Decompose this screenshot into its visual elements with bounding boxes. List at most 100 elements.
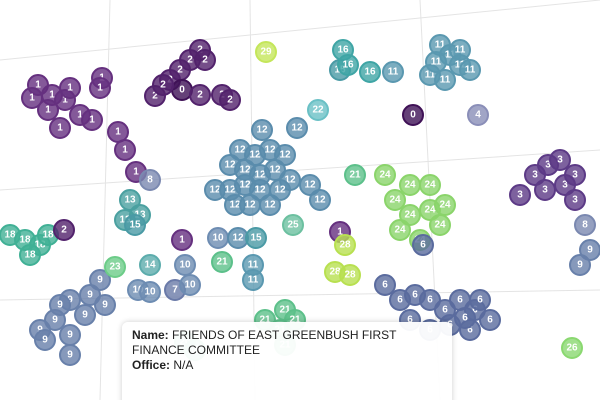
tooltip-office-label: Office: <box>132 358 171 372</box>
node-label: 24 <box>424 180 436 191</box>
node <box>282 214 304 236</box>
node-label: 12 <box>232 233 244 244</box>
node-label: 15 <box>250 233 262 244</box>
nodes: 1111111111111812222220222229161516161111… <box>0 34 600 366</box>
node <box>382 61 404 83</box>
node-label: 11 <box>431 57 442 68</box>
node-label: 9 <box>82 310 88 321</box>
node <box>286 117 308 139</box>
node-label: 3 <box>532 170 538 181</box>
node-label: 1 <box>45 105 51 116</box>
node-label: 4 <box>475 110 481 121</box>
node-label: 6 <box>407 315 413 326</box>
node <box>384 189 406 211</box>
node-label: 21 <box>216 257 228 268</box>
node-label: 6 <box>412 290 418 301</box>
node <box>307 99 329 121</box>
node-label: 12 <box>274 185 286 196</box>
node-label: 11 <box>435 40 446 51</box>
node-label: 24 <box>404 180 416 191</box>
node-label: 11 <box>248 275 259 286</box>
node-label: 6 <box>457 295 463 306</box>
node <box>467 104 489 126</box>
node <box>564 164 586 186</box>
node-label: 12 <box>314 195 326 206</box>
node-label: 2 <box>61 225 67 236</box>
node-label: 2 <box>202 55 208 66</box>
node <box>479 309 501 331</box>
node-label: 12 <box>284 175 296 186</box>
node <box>334 234 356 256</box>
node-label: 1 <box>57 123 63 134</box>
node <box>49 294 71 316</box>
node-label: 12 <box>224 185 236 196</box>
node-label: 11 <box>455 45 466 56</box>
node-label: 10 <box>179 260 191 271</box>
node-label: 0 <box>179 85 185 96</box>
node-label: 13 <box>134 210 146 221</box>
node <box>174 254 196 276</box>
node-label: 8 <box>147 175 153 186</box>
node <box>139 281 161 303</box>
node <box>53 219 75 241</box>
node <box>171 229 193 251</box>
node <box>219 89 241 111</box>
node <box>425 51 447 73</box>
node-label: 28 <box>339 240 351 251</box>
node-label: 21 <box>289 315 301 326</box>
node-label: 2 <box>197 45 203 56</box>
node-label: 9 <box>67 295 73 306</box>
node-label: 2 <box>227 95 233 106</box>
node-label: 29 <box>260 47 272 58</box>
node <box>34 329 56 351</box>
node <box>274 144 296 166</box>
node-label: 12 <box>269 165 281 176</box>
node-label: 1 <box>133 167 139 178</box>
node <box>419 174 441 196</box>
node-label: 6 <box>397 295 403 306</box>
node-label: 16 <box>337 45 349 56</box>
node-label: 9 <box>97 275 103 286</box>
node <box>509 184 531 206</box>
node-label: 12 <box>256 125 268 136</box>
node-label: 1 <box>67 83 73 94</box>
node-label: 24 <box>424 205 436 216</box>
node-label: 9 <box>42 335 48 346</box>
node-label: 9 <box>587 245 593 256</box>
node-label: 1 <box>49 90 55 101</box>
node-label: 9 <box>577 260 583 271</box>
node <box>402 104 424 126</box>
node-label: 7 <box>172 285 178 296</box>
node-label: 2 <box>187 55 193 66</box>
node <box>337 54 359 76</box>
node-label: 12 <box>264 145 276 156</box>
node-label: 9 <box>57 300 63 311</box>
node <box>19 244 41 266</box>
node-label: 12 <box>229 200 241 211</box>
node-label: 16 <box>342 60 354 71</box>
node-label: 3 <box>517 190 523 201</box>
node-label: 1 <box>115 127 121 138</box>
node <box>574 214 596 236</box>
tooltip: Name: FRIENDS OF EAST GREENBUSH FIRST FI… <box>122 322 452 400</box>
node-label: 21 <box>349 170 361 181</box>
node-label: 24 <box>439 200 451 211</box>
node <box>242 269 264 291</box>
node-label: 3 <box>572 195 578 206</box>
node <box>534 179 556 201</box>
node <box>434 69 456 91</box>
node <box>81 109 103 131</box>
node <box>454 307 476 329</box>
node-label: 2 <box>177 65 183 76</box>
node <box>309 189 331 211</box>
node-label: 9 <box>52 315 58 326</box>
node-label: 12 <box>291 123 303 134</box>
node <box>255 41 277 63</box>
node-label: 9 <box>102 300 108 311</box>
node-label: 22 <box>312 105 324 116</box>
node-label: 12 <box>209 185 221 196</box>
node-label: 24 <box>379 170 391 181</box>
node <box>211 251 233 273</box>
node-label: 24 <box>434 220 446 231</box>
